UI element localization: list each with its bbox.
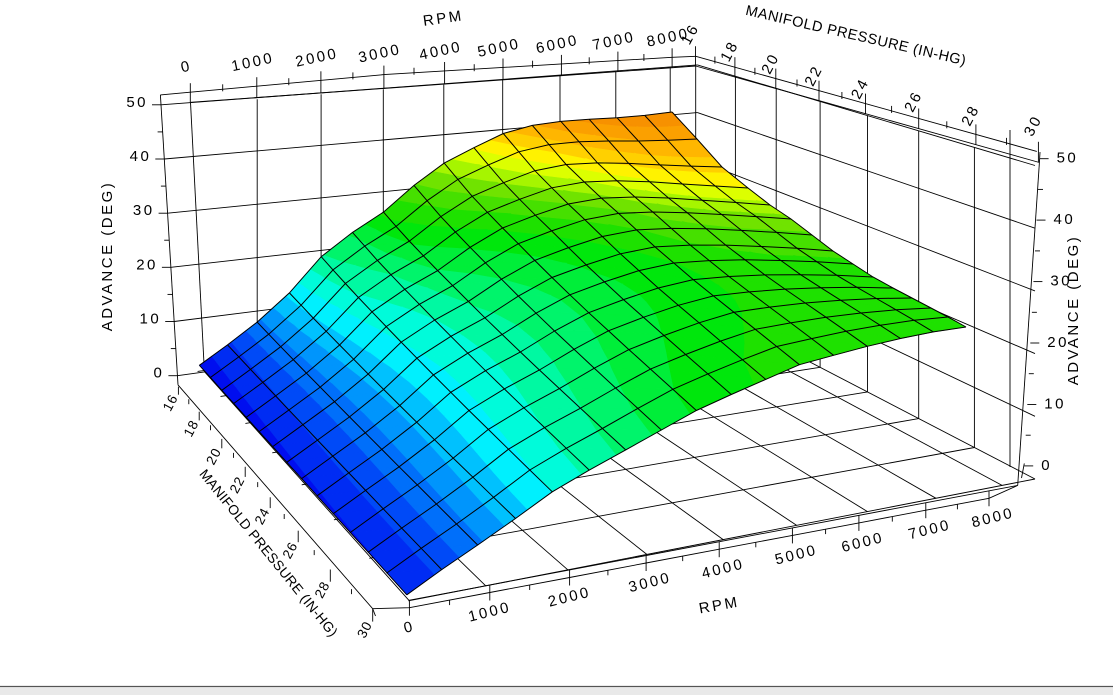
svg-text:20: 20 [136, 256, 158, 273]
svg-text:10: 10 [140, 311, 162, 328]
svg-text:50: 50 [126, 94, 148, 111]
svg-text:ADVANCE (DEG): ADVANCE (DEG) [1065, 235, 1082, 386]
svg-text:40: 40 [130, 148, 152, 165]
svg-text:0: 0 [1041, 457, 1052, 474]
svg-text:10: 10 [1044, 396, 1066, 413]
svg-text:30: 30 [133, 202, 155, 219]
svg-text:40: 40 [1054, 211, 1076, 228]
svg-text:50: 50 [1057, 150, 1079, 167]
svg-text:0: 0 [154, 365, 165, 382]
svg-text:ADVANCE (DEG): ADVANCE (DEG) [99, 181, 116, 332]
